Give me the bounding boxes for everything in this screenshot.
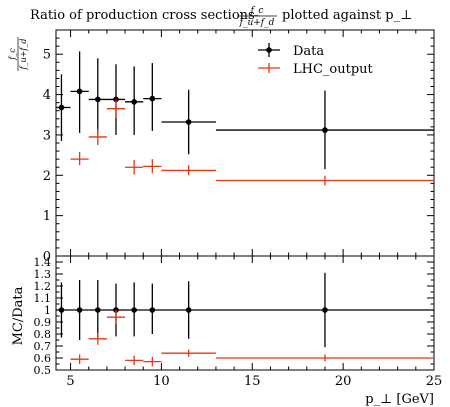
main-point: [161, 165, 216, 176]
main-marker: [131, 99, 137, 105]
y-tick-label: 5: [43, 48, 51, 63]
main-point: [161, 89, 216, 155]
ratio-point: [125, 355, 144, 366]
ratio-series-lhc-output: [70, 310, 434, 367]
ratio-marker: [76, 307, 83, 313]
ratio-marker: [149, 307, 156, 313]
y-tick-label: 3: [43, 128, 51, 143]
ratio-point: [161, 281, 216, 339]
main-marker: [185, 119, 192, 125]
ratio-series-data: [56, 272, 434, 348]
main-point: [143, 63, 162, 131]
main-point: [215, 175, 434, 186]
ratio-y-tick-label: 1: [44, 304, 51, 317]
y-tick-label: 1: [43, 209, 51, 224]
ratio-y-tick-label: 1.3: [34, 268, 52, 281]
main-point: [56, 74, 71, 141]
ratio-point: [106, 310, 126, 325]
ratio-point: [215, 272, 434, 348]
main-point: [88, 128, 107, 146]
ratio-y-tick-label: 0.5: [34, 364, 52, 377]
title-frac-denominator: f_u+f_d: [239, 18, 275, 28]
main-plot-frame: [55, 29, 435, 257]
main-point: [70, 151, 89, 166]
legend-data-label: Data: [293, 44, 324, 59]
legend-data-marker: [266, 47, 272, 53]
ratio-point: [143, 283, 162, 334]
x-axis-label: p_⊥ [GeV]: [365, 392, 434, 407]
ratio-marker: [131, 307, 137, 313]
ratio-point: [56, 282, 71, 338]
ratio-y-tick-label: 0.6: [34, 352, 52, 365]
ratio-point: [161, 349, 216, 357]
ratio-point: [125, 282, 144, 337]
main-marker: [322, 127, 328, 133]
main-marker: [113, 96, 119, 103]
ratio-ticks: 0.50.60.70.80.911.11.21.31.4: [34, 256, 434, 377]
chart-title: Ratio of production cross sections: [30, 8, 255, 23]
ratio-point: [88, 332, 107, 345]
x-ticks: 5 10 15 20 25: [66, 30, 442, 389]
ratio-y-tick-label: 1.2: [34, 280, 52, 293]
ratio-point: [143, 356, 162, 367]
title-frac-numerator: f_c: [250, 6, 264, 16]
main-point: [125, 66, 144, 135]
ratio-y-tick-label: 0.8: [34, 328, 52, 341]
main-series-data: [56, 51, 434, 170]
ratio-plot-frame: [55, 255, 435, 371]
main-point: [106, 99, 126, 118]
ratio-marker: [322, 307, 328, 313]
main-marker: [149, 95, 156, 102]
ratio-point: [88, 280, 107, 338]
x-tick-label: 10: [153, 374, 170, 389]
main-marker: [58, 104, 65, 111]
x-tick-label: 25: [426, 374, 443, 389]
ratio-point: [70, 280, 89, 340]
legend-lhc-label: LHC_output: [293, 62, 374, 77]
chart-title-suffix: plotted against p_⊥: [282, 8, 412, 23]
main-point: [88, 58, 107, 135]
ratio-point: [70, 354, 89, 364]
ratio-marker: [58, 307, 65, 313]
ratio-series: [56, 272, 434, 367]
ratio-y-axis-label: MC/Data: [11, 286, 26, 345]
ratio-marker: [94, 307, 101, 313]
main-series-lhc-output: [70, 99, 434, 186]
ratio-marker: [185, 307, 192, 313]
legend: Data LHC_output: [258, 43, 374, 77]
x-tick-label: 20: [335, 374, 352, 389]
y-tick-label: 0: [43, 250, 51, 265]
legend-item-lhc-output: LHC_output: [258, 62, 374, 77]
main-ticks: 0 1 2 3 4 5: [43, 37, 434, 265]
x-tick-label: 15: [244, 374, 261, 389]
ratio-y-tick-label: 1.1: [34, 292, 52, 305]
main-marker: [76, 88, 83, 95]
ratio-point: [215, 354, 434, 362]
main-point: [125, 159, 144, 175]
y-tick-label: 4: [43, 88, 51, 103]
y-tick-label: 2: [43, 169, 51, 184]
y-label-denominator: f_u+f_d: [19, 39, 28, 71]
y-label-numerator: f_c: [8, 48, 17, 61]
main-series: [56, 51, 434, 186]
main-point: [143, 159, 162, 174]
ratio-y-tick-label: 0.7: [34, 340, 52, 353]
chart-title-fraction: f_c f_u+f_d: [238, 6, 277, 28]
main-marker: [94, 96, 101, 103]
y-axis-label: f_c f_u+f_d: [8, 37, 28, 71]
ratio-y-tick-label: 1.4: [34, 256, 52, 269]
ratio-y-tick-label: 0.9: [34, 316, 52, 329]
main-point: [70, 51, 89, 133]
legend-item-data: Data: [258, 43, 324, 59]
x-tick-label: 5: [66, 374, 74, 389]
main-point: [215, 90, 434, 170]
chart-title-main: Ratio of production cross sections: [30, 8, 255, 23]
